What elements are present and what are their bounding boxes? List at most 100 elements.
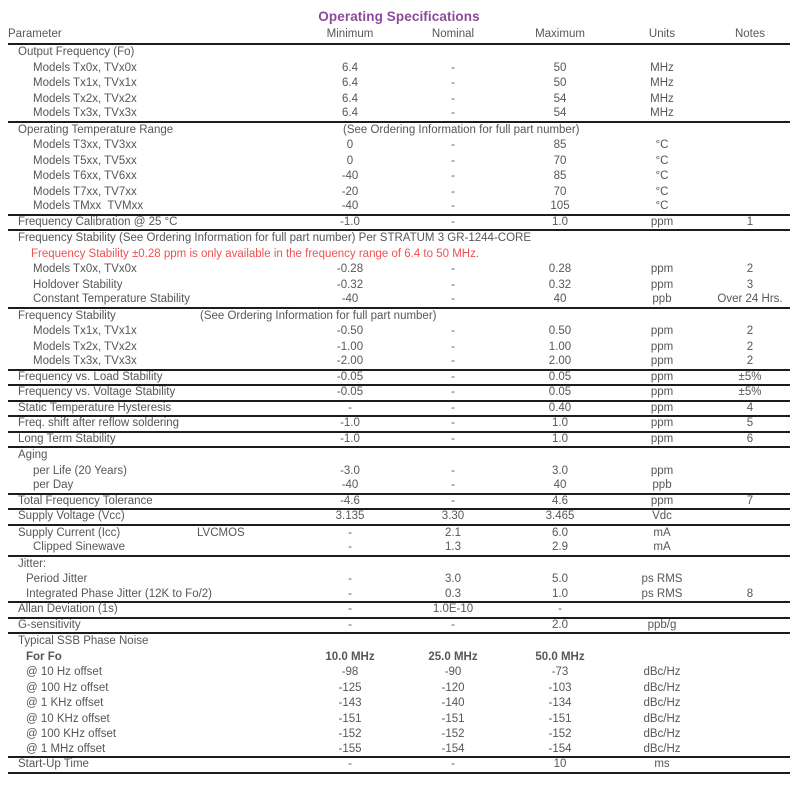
minimum-value: -1.0 (340, 215, 360, 228)
nominal-value: 3.0 (445, 573, 461, 586)
units-value: ppb (652, 293, 672, 306)
nominal-value: 1.3 (445, 541, 461, 554)
nominal-value: - (451, 278, 455, 291)
units-value: ppm (650, 417, 674, 430)
minimum-value: -1.00 (336, 340, 364, 353)
units-value: ppm (650, 215, 674, 228)
row-label: @ 10 Hz offset (26, 666, 103, 679)
units-value: MHz (650, 77, 674, 90)
row-label: Start-Up Time (18, 758, 89, 771)
table-row: per Day -40-40 ppb (8, 479, 790, 495)
table-row: Output Frequency (Fo) (8, 45, 790, 61)
minimum-value: - (348, 526, 352, 539)
table-row: @ 100 Hz offset -125 -120 -103 dBc/Hz (8, 681, 790, 697)
minimum-value: -1.0 (340, 417, 360, 430)
table-row: Models Tx1x, TVx1x -0.50-0.50 ppm 2 (8, 324, 790, 340)
units-value: ppm (650, 263, 674, 276)
row-label: Models Tx2x, TVx2x (33, 340, 137, 353)
maximum-value: 70 (553, 154, 567, 167)
nominal-value: 2.1 (445, 526, 461, 539)
nominal-value: - (451, 154, 455, 167)
row-label: Models Tx3x, TVx3x (33, 107, 137, 120)
units-value: ppm (650, 370, 674, 383)
units-value: ppm (650, 432, 674, 445)
maximum-value: 85 (553, 170, 567, 183)
maximum-value: -154 (548, 742, 572, 755)
nominal-value: 3.30 (441, 510, 465, 523)
minimum-value: - (348, 758, 352, 771)
minimum-value: -125 (338, 681, 362, 694)
notes-value: 1 (746, 215, 754, 228)
minimum-value: -40 (341, 479, 359, 492)
table-row: Clipped Sinewave - 1.3 2.9 mA (8, 541, 790, 557)
notes-value: ±5% (738, 386, 762, 399)
table-row: Models Tx2x, TVx2x -1.00-1.00 ppm 2 (8, 340, 790, 356)
table-row: @ 10 KHz offset -151 -151 -151 dBc/Hz (8, 712, 790, 728)
units-value: MHz (650, 61, 674, 74)
row-label: Total Frequency Tolerance (18, 494, 153, 507)
row-label: @ 100 KHz offset (26, 728, 117, 741)
row-label: Models Tx0x, TVx0x (33, 263, 137, 276)
units-value: ms (654, 758, 670, 771)
units-value: ppm (650, 386, 674, 399)
row-label: G-sensitivity (18, 618, 81, 631)
units-value: ppb (652, 479, 672, 492)
nominal-value: - (451, 479, 455, 492)
nominal-value: 1.0E-10 (432, 603, 474, 616)
nominal-value: - (451, 215, 455, 228)
table-row: Frequency Stability ±0.28 ppm is only av… (8, 247, 790, 263)
units-value: dBc/Hz (643, 728, 681, 741)
column-header-parameter: Parameter (8, 28, 62, 40)
units-value: MHz (650, 92, 674, 105)
nominal-value: - (451, 61, 455, 74)
row-label: Freq. shift after reflow soldering (18, 417, 180, 430)
table-row: Supply Voltage (Vcc) 3.135 3.30 3.465 Vdc (8, 510, 790, 526)
maximum-value: -152 (548, 728, 572, 741)
minimum-value: -40 (341, 170, 359, 183)
column-header-units: Units (648, 28, 676, 40)
units-value: dBc/Hz (643, 742, 681, 755)
row-label: Frequency vs. Voltage Stability (18, 386, 176, 399)
maximum-value: 0.05 (548, 386, 572, 399)
nominal-value: - (451, 355, 455, 368)
table-row: Total Frequency Tolerance -4.6-4.6 ppm 7 (8, 494, 790, 510)
row-label: Jitter: (18, 557, 47, 570)
table-row: Jitter: (8, 557, 790, 573)
units-value: °C (655, 185, 669, 198)
nominal-value: - (451, 618, 455, 631)
nominal-value: - (451, 340, 455, 353)
row-label: Typical SSB Phase Noise (18, 635, 149, 648)
row-label: Models T7xx, TV7xx (33, 185, 137, 198)
table-row: Constant Temperature Stability -40-40 ppb O… (8, 293, 790, 309)
units-value: ppm (650, 340, 674, 353)
table-row: @ 1 MHz offset -155 -154 -154 dBc/Hz (8, 742, 790, 758)
table-row: Integrated Phase Jitter (12K to Fo/2) - 0.… (8, 588, 790, 603)
minimum-value: -1.0 (340, 432, 360, 445)
row-label: Aging (18, 449, 48, 462)
table-header-row: Parameter Minimum Nominal Maximum Units Notes (8, 27, 790, 45)
maximum-value: 6.0 (552, 526, 568, 539)
nominal-value: - (451, 401, 455, 414)
table-row: Long Term Stability -1.0-1.0 ppm 6 (8, 432, 790, 448)
minimum-value: - (348, 573, 352, 586)
table-row: Frequency Stability (See Ordering Inform… (8, 231, 790, 247)
nominal-value: -154 (441, 742, 465, 755)
minimum-value: -0.05 (336, 386, 364, 399)
row-label: Long Term Stability (18, 432, 116, 445)
maximum-value: 4.6 (552, 494, 568, 507)
table-row: Frequency Calibration @ 25 °C -1.0-1.0 ppm… (8, 215, 790, 231)
maximum-value: 2.0 (552, 618, 568, 631)
table-row: Static Temperature Hysteresis - - 0.40 ppm 4 (8, 401, 790, 417)
table-row: Models Tx0x, TVx0x 6.4 - 50 MHz (8, 61, 790, 77)
nominal-value: 25.0 MHz (428, 650, 478, 663)
row-sublabel: LVCMOS (197, 526, 245, 539)
table-row: Models Tx1x, TVx1x 6.4 - 50 MHz (8, 76, 790, 92)
units-value: ppm (650, 494, 674, 507)
row-label: Allan Deviation (1s) (18, 603, 118, 616)
minimum-value: 0 (346, 154, 354, 167)
table-row: Models T3xx, TV3xx 0 - 85 °C (8, 138, 790, 154)
minimum-value: -0.50 (336, 325, 364, 338)
minimum-value: -20 (341, 185, 359, 198)
units-value: dBc/Hz (643, 666, 681, 679)
